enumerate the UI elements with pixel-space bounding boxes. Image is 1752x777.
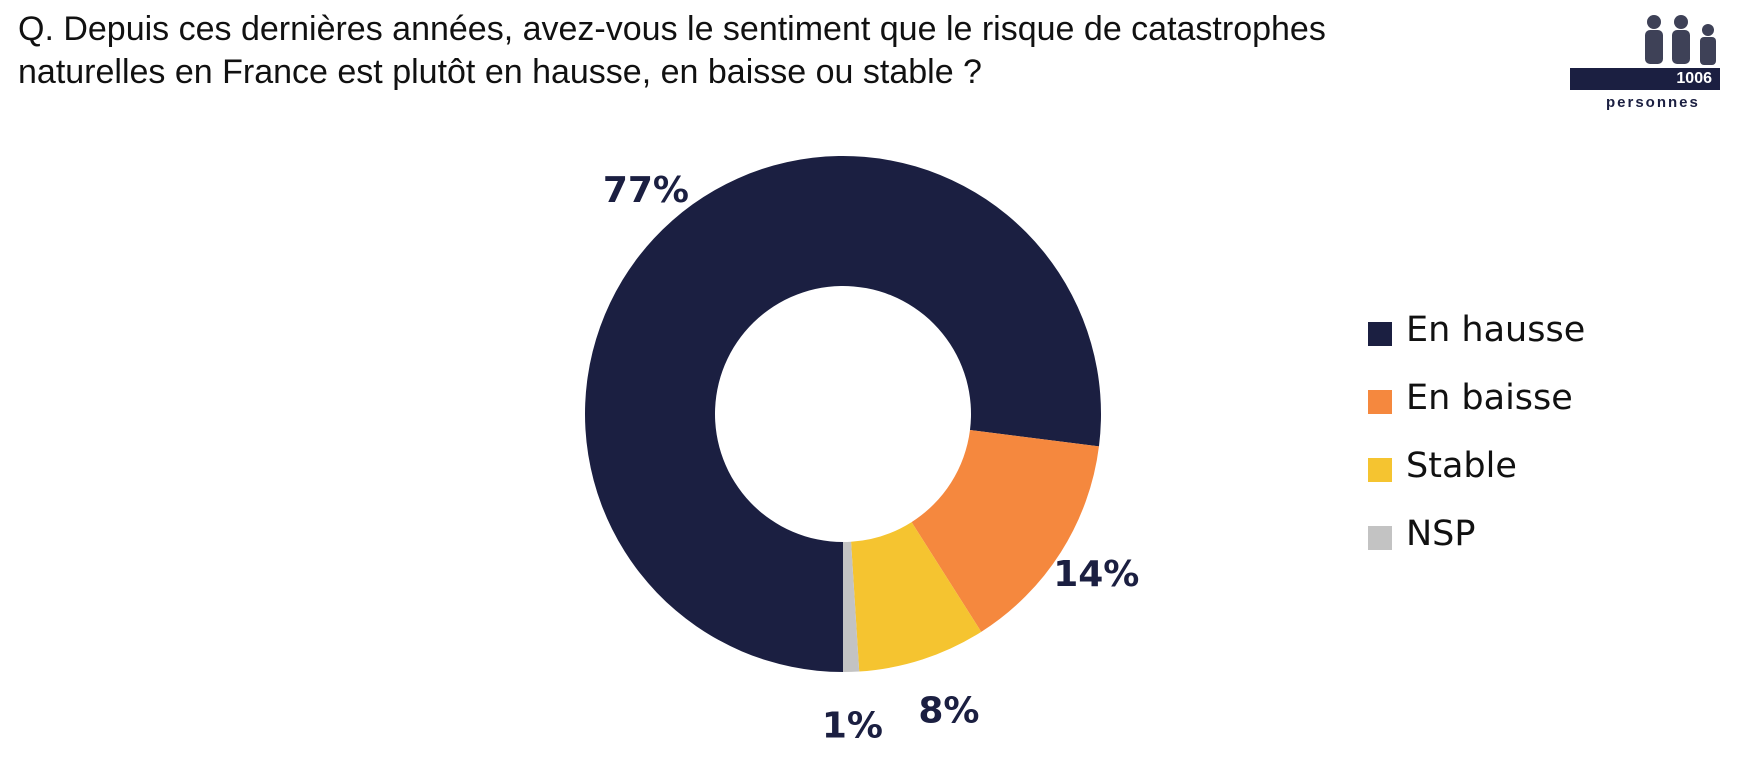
legend-swatch bbox=[1368, 322, 1392, 346]
data-label-nsp: 1% bbox=[822, 705, 883, 746]
legend-swatch bbox=[1368, 526, 1392, 550]
legend-label: En hausse bbox=[1406, 310, 1586, 350]
data-label-en-baisse: 14% bbox=[1053, 554, 1139, 595]
legend-label: NSP bbox=[1406, 514, 1476, 554]
legend-swatch bbox=[1368, 390, 1392, 414]
question-text: Q. Depuis ces dernières années, avez-vou… bbox=[18, 8, 1498, 94]
donut-slice-stable bbox=[851, 522, 982, 672]
data-label-stable: 8% bbox=[918, 691, 979, 732]
donut-slice-nsp bbox=[843, 541, 860, 672]
data-label-en-hausse: 77% bbox=[603, 170, 689, 211]
donut-slice-en-baisse bbox=[911, 430, 1099, 632]
sample-size-label: personnes bbox=[1606, 94, 1700, 111]
sample-size-count: 1006 bbox=[1676, 70, 1712, 87]
sample-size-badge: 1006 personnes bbox=[1570, 14, 1720, 114]
legend-label: Stable bbox=[1406, 446, 1517, 486]
question-line-2: naturelles en France est plutôt en hauss… bbox=[18, 53, 982, 91]
donut-slice-en-hausse bbox=[584, 156, 1101, 673]
legend-label: En baisse bbox=[1406, 378, 1573, 418]
legend-swatch bbox=[1368, 458, 1392, 482]
question-line-1: Q. Depuis ces dernières années, avez-vou… bbox=[18, 10, 1326, 48]
sample-size-bar: 1006 bbox=[1570, 68, 1720, 90]
people-icon bbox=[1645, 15, 1716, 65]
